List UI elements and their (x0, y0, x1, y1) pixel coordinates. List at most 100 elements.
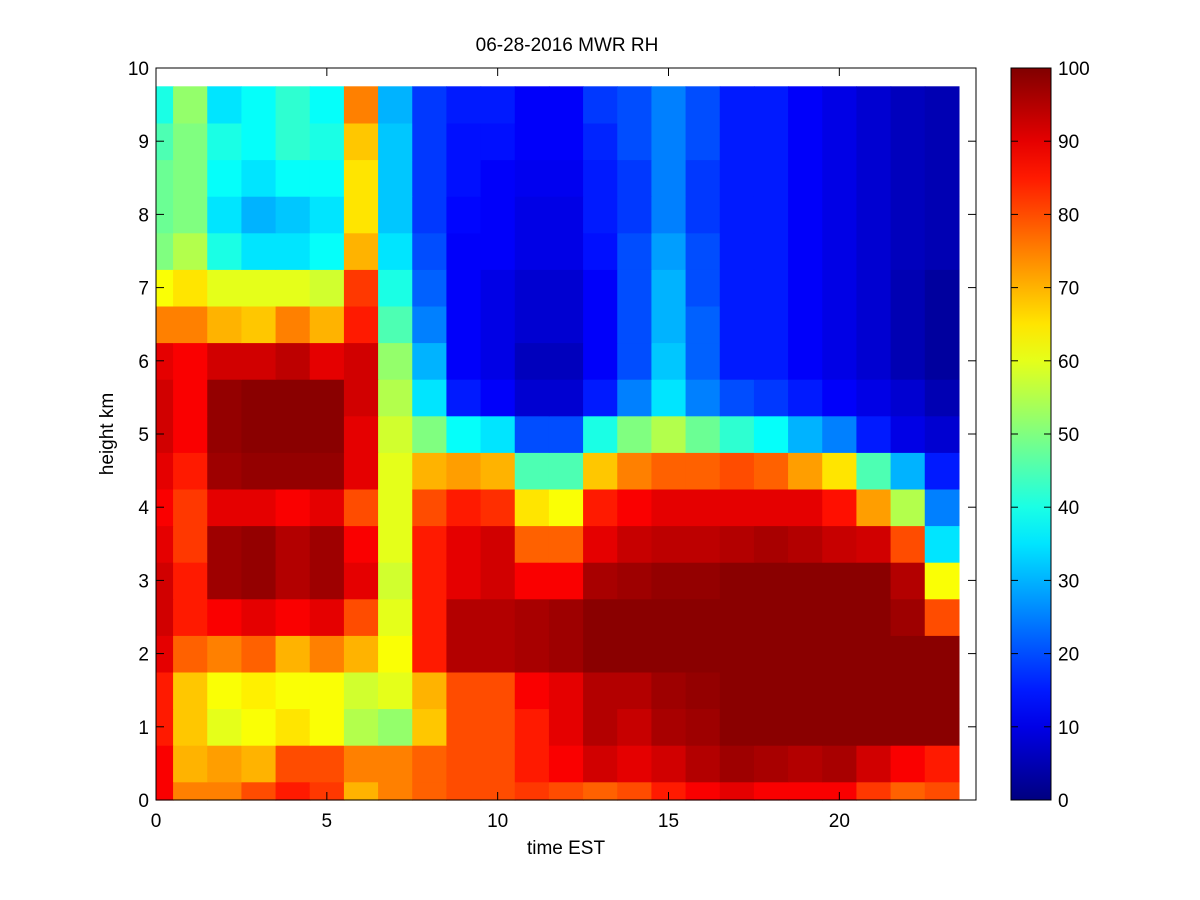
heatmap-cell (822, 452, 858, 490)
heatmap-cell (890, 196, 926, 234)
heatmap-cell (856, 86, 892, 124)
heatmap-cell (343, 122, 379, 161)
y-tick-label: 10 (128, 59, 149, 80)
y-tick-label: 2 (138, 645, 149, 666)
heatmap-cell (446, 525, 482, 563)
heatmap-cell (685, 708, 721, 746)
heatmap-cell (753, 305, 789, 344)
x-tick-label: 15 (658, 811, 679, 832)
heatmap-cell (514, 342, 550, 380)
heatmap-cell (412, 415, 448, 453)
heatmap-cell (856, 708, 892, 746)
heatmap-cell (275, 525, 311, 563)
heatmap-cell (241, 342, 277, 380)
heatmap-cell (719, 525, 755, 563)
heatmap-cell (156, 159, 174, 197)
heatmap-cell (343, 415, 379, 453)
heatmap-cell (173, 415, 208, 453)
heatmap-cell (173, 86, 208, 124)
heatmap-cell (548, 708, 584, 746)
heatmap-cell (378, 781, 413, 801)
heatmap-cell (412, 635, 448, 673)
heatmap-cell (753, 452, 789, 490)
heatmap-cell (207, 269, 243, 307)
heatmap-cell (156, 635, 174, 673)
heatmap-cell (617, 562, 653, 600)
heatmap-cell (753, 708, 789, 746)
colorbar-tick-label: 60 (1058, 352, 1079, 373)
heatmap-cell (378, 562, 413, 600)
heatmap-cell (343, 562, 379, 600)
heatmap-cell (514, 232, 550, 270)
heatmap-cell (890, 562, 926, 600)
heatmap-cell (446, 635, 482, 673)
heatmap-cell (548, 305, 584, 344)
heatmap-cell (924, 745, 960, 783)
heatmap-cell (156, 415, 174, 453)
heatmap-cell (173, 598, 208, 636)
heatmap-cell (548, 562, 584, 600)
heatmap-cell (651, 342, 687, 380)
heatmap-cell (617, 196, 653, 234)
heatmap-cell (617, 708, 653, 746)
heatmap-cell (241, 488, 277, 527)
heatmap-cell (685, 635, 721, 673)
heatmap-cell (207, 196, 243, 234)
heatmap-cell (924, 379, 960, 417)
heatmap-cell (156, 525, 174, 563)
heatmap-cell (378, 415, 413, 453)
heatmap-cell (343, 525, 379, 563)
colorbar-tick-label: 70 (1058, 279, 1079, 300)
heatmap-cell (617, 86, 653, 124)
heatmap-cell (890, 598, 926, 636)
heatmap-cell (207, 525, 243, 563)
heatmap-cell (719, 781, 755, 801)
y-tick-label: 0 (138, 791, 149, 812)
heatmap-cell (173, 671, 208, 710)
heatmap-cell (378, 708, 413, 746)
heatmap-cell (156, 562, 174, 600)
heatmap-cell (446, 562, 482, 600)
heatmap-cell (412, 305, 448, 344)
heatmap-cell (275, 781, 311, 801)
heatmap-cell (583, 745, 618, 783)
heatmap-cell (856, 342, 892, 380)
heatmap-cell (685, 525, 721, 563)
heatmap-cell (343, 671, 379, 710)
colorbar-tick-label: 30 (1058, 571, 1079, 592)
heatmap-cell (241, 122, 277, 161)
x-tick-label: 5 (322, 811, 333, 832)
heatmap-cell (241, 562, 277, 600)
heatmap-cell (412, 269, 448, 307)
heatmap-cell (685, 196, 721, 234)
colorbar-ticks: 0 10 20 30 40 50 60 70 80 90 100 (1011, 59, 1090, 812)
heatmap-cell (788, 305, 823, 344)
heatmap-cell (651, 598, 687, 636)
heatmap-cell (788, 525, 823, 563)
heatmap-cell (173, 562, 208, 600)
heatmap-cell (583, 379, 618, 417)
heatmap-cell (309, 305, 345, 344)
heatmap-cell (309, 525, 345, 563)
heatmap-cell (924, 232, 960, 270)
y-tick-label: 7 (138, 279, 149, 300)
heatmap-cell (685, 86, 721, 124)
heatmap-cell (753, 525, 789, 563)
heatmap-cell (617, 452, 653, 490)
heatmap-cell (378, 745, 413, 783)
heatmap-cell (651, 269, 687, 307)
heatmap-cell (241, 232, 277, 270)
heatmap-cell (753, 342, 789, 380)
heatmap-cell (480, 488, 516, 527)
heatmap-cell (207, 635, 243, 673)
heatmap-cell (788, 488, 823, 527)
heatmap-cell (343, 488, 379, 527)
heatmap-cell (343, 379, 379, 417)
heatmap-cell (378, 635, 413, 673)
heatmap-cell (856, 562, 892, 600)
heatmap-cell (924, 781, 960, 801)
heatmap-cell (446, 342, 482, 380)
heatmap-cell (275, 745, 311, 783)
heatmap-cell (719, 488, 755, 527)
heatmap-cell (788, 635, 823, 673)
